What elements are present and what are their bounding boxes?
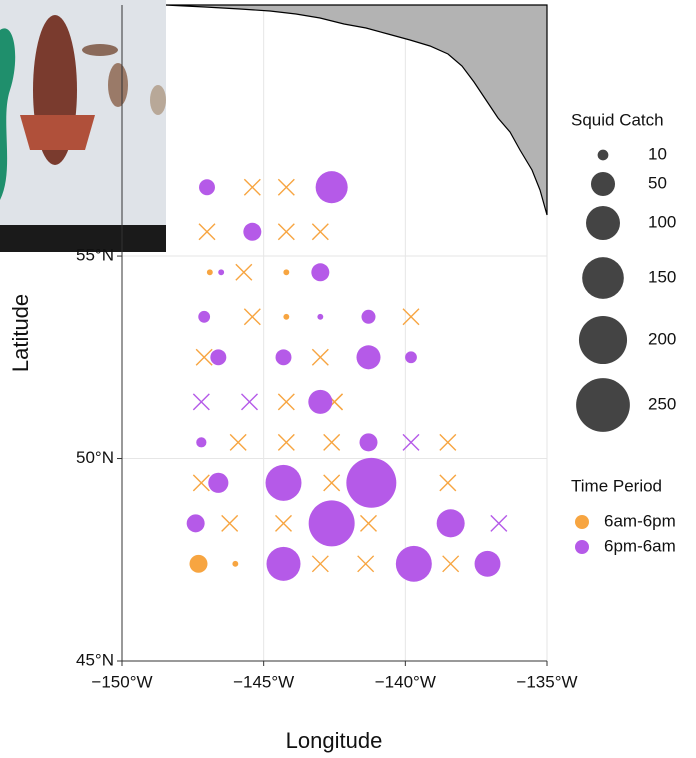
catch-point	[317, 314, 323, 320]
zero-catch-cross	[324, 475, 340, 491]
size-legend-key	[579, 316, 627, 364]
y-tick-label: 45°N	[76, 650, 114, 669]
size-legend-label: 100	[648, 212, 676, 231]
size-legend-label: 10	[648, 144, 667, 163]
legend-key	[575, 515, 589, 529]
catch-point	[361, 310, 375, 324]
catch-point	[276, 349, 292, 365]
zero-catch-cross	[244, 179, 260, 195]
size-legend-label: 150	[648, 267, 676, 286]
zero-catch-cross	[361, 515, 377, 531]
size-legend-key	[582, 257, 624, 299]
catch-point	[309, 500, 355, 546]
zero-catch-cross	[443, 556, 459, 572]
zero-catch-cross	[358, 556, 374, 572]
zero-catch-cross	[278, 434, 294, 450]
size-legend-key	[576, 378, 630, 432]
x-tick-label: −145°W	[233, 672, 294, 691]
legend-label: 6pm-6am	[604, 536, 676, 555]
zero-catch-cross	[244, 309, 260, 325]
catch-point	[218, 269, 224, 275]
catch-point	[283, 314, 289, 320]
size-legend-label: 200	[648, 329, 676, 348]
zero-catch-cross	[278, 394, 294, 410]
size-legend-key	[591, 172, 615, 196]
zero-catch-cross	[312, 224, 328, 240]
size-legend-label: 250	[648, 394, 676, 413]
color-legend-title: Time Period	[571, 476, 662, 495]
y-tick-label: 55°N	[76, 246, 114, 265]
size-legend-key	[586, 206, 620, 240]
catch-point	[243, 223, 261, 241]
zero-catch-cross	[312, 349, 328, 365]
zero-catch-cross	[242, 394, 258, 410]
catch-point	[346, 458, 396, 508]
coastline	[165, 5, 547, 215]
catch-point	[198, 311, 210, 323]
catch-point	[196, 437, 206, 447]
catch-point	[308, 390, 332, 414]
catch-point	[210, 349, 226, 365]
catch-point	[232, 561, 238, 567]
catch-point	[311, 263, 329, 281]
zero-catch-cross	[491, 515, 507, 531]
zero-catch-cross	[193, 475, 209, 491]
size-legend-title: Squid Catch	[571, 110, 664, 129]
zero-catch-cross	[312, 556, 328, 572]
x-axis-title: Longitude	[286, 728, 383, 753]
x-tick-label: −140°W	[375, 672, 436, 691]
zero-catch-cross	[278, 224, 294, 240]
zero-catch-cross	[440, 434, 456, 450]
chart: Longitude Latitude Squid Catch Time Peri…	[0, 0, 696, 758]
zero-catch-cross	[440, 475, 456, 491]
catch-point	[396, 546, 432, 582]
catch-point	[316, 171, 348, 203]
zero-catch-cross	[276, 515, 292, 531]
zero-catch-cross	[278, 179, 294, 195]
zero-catch-cross	[230, 434, 246, 450]
catch-point	[199, 179, 215, 195]
legend-label: 6am-6pm	[604, 511, 676, 530]
catch-point	[207, 269, 213, 275]
catch-point	[356, 345, 380, 369]
zero-catch-cross	[236, 264, 252, 280]
x-tick-label: −150°W	[91, 672, 152, 691]
catch-point	[190, 555, 208, 573]
catch-point	[283, 269, 289, 275]
catch-point	[475, 551, 501, 577]
size-legend-key	[598, 150, 609, 161]
catch-point	[405, 351, 417, 363]
squid-photo	[0, 0, 166, 252]
y-tick-label: 50°N	[76, 448, 114, 467]
zero-catch-cross	[196, 349, 212, 365]
zero-catch-cross	[199, 224, 215, 240]
size-legend-label: 50	[648, 173, 667, 192]
catch-point	[266, 465, 302, 501]
catch-point	[267, 547, 301, 581]
zero-catch-cross	[193, 394, 209, 410]
zero-catch-cross	[222, 515, 238, 531]
zero-catch-cross	[324, 434, 340, 450]
catch-point	[208, 473, 228, 493]
catch-point	[437, 509, 465, 537]
catch-point	[187, 514, 205, 532]
y-axis-title: Latitude	[8, 294, 33, 372]
x-tick-label: −135°W	[516, 672, 577, 691]
legend-key	[575, 540, 589, 554]
catch-point	[360, 433, 378, 451]
